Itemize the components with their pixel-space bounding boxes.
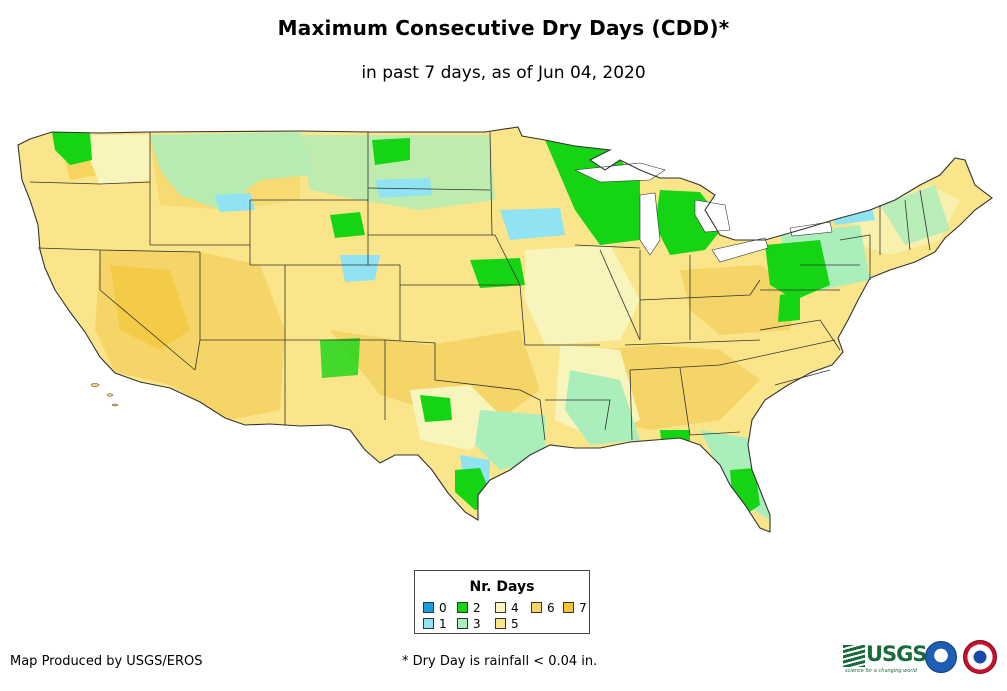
state-borders bbox=[29, 131, 931, 441]
noaa-logo-icon bbox=[925, 641, 957, 673]
map-subtitle: in past 7 days, as of Jun 04, 2020 bbox=[361, 63, 646, 83]
map-rainfall-regions bbox=[52, 132, 960, 520]
dry-day-footnote: * Dry Day is rainfall < 0.04 in. bbox=[402, 654, 598, 669]
legend-label: 3 bbox=[473, 617, 481, 631]
producer-credit: Map Produced by USGS/EROS bbox=[10, 654, 203, 669]
coastal-islands bbox=[90, 383, 119, 407]
legend-label: 7 bbox=[579, 601, 587, 615]
legend-swatch bbox=[457, 618, 468, 629]
legend-label: 6 bbox=[547, 601, 555, 615]
usgs-logo: USGS science for a changing world bbox=[843, 641, 928, 675]
legend-swatch bbox=[495, 618, 506, 629]
nws-logo-icon bbox=[963, 640, 997, 674]
legend-swatch bbox=[531, 602, 542, 613]
legend-swatch bbox=[457, 602, 468, 613]
legend-swatch bbox=[563, 602, 574, 613]
lake-erie bbox=[711, 237, 769, 263]
legend-label: 5 bbox=[511, 617, 519, 631]
legend-swatch bbox=[423, 602, 434, 613]
legend-items: 0 1 2 3 4 5 6 7 bbox=[423, 601, 593, 635]
lake-ontario bbox=[789, 221, 833, 237]
lake-michigan bbox=[639, 192, 661, 256]
legend-swatch bbox=[423, 618, 434, 629]
usgs-wave-icon bbox=[843, 645, 865, 667]
legend-label: 1 bbox=[439, 617, 447, 631]
usgs-logo-text: USGS bbox=[866, 642, 928, 666]
map-title: Maximum Consecutive Dry Days (CDD)* bbox=[277, 16, 730, 40]
legend-label: 2 bbox=[473, 601, 481, 615]
legend-title: Nr. Days bbox=[469, 579, 535, 595]
usgs-tagline: science for a changing world bbox=[845, 668, 917, 674]
map-legend: Nr. Days 0 1 2 3 4 5 6 bbox=[414, 570, 590, 634]
legend-label: 4 bbox=[511, 601, 519, 615]
legend-swatch bbox=[495, 602, 506, 613]
legend-label: 0 bbox=[439, 601, 447, 615]
